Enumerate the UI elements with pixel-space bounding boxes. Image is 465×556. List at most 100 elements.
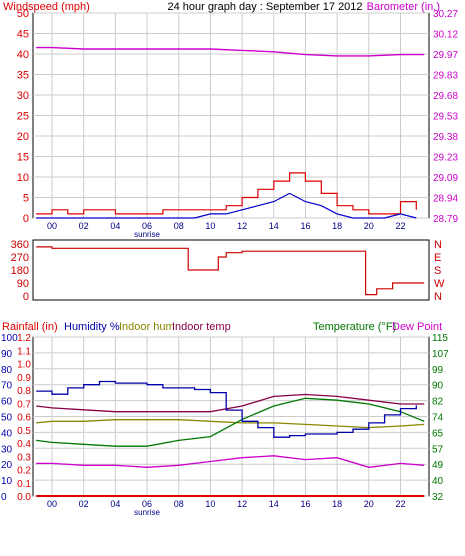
humidity-tick-label: 90 bbox=[1, 349, 13, 360]
hour-tick-label: 02 bbox=[79, 221, 89, 231]
rain-tick-label: 1.0 bbox=[17, 360, 31, 371]
humidity-axis-label: Humidity % bbox=[64, 321, 120, 333]
rain-tick-label: 0.4 bbox=[17, 439, 31, 450]
temp-tick-label: 32 bbox=[432, 492, 444, 503]
rain-tick-label: 0.7 bbox=[17, 399, 31, 410]
indoor-temp-label: Indoor temp bbox=[172, 321, 231, 333]
rain-tick-label: 0.6 bbox=[17, 413, 31, 424]
direction-tick-label: 0 bbox=[23, 291, 29, 303]
humidity-series bbox=[36, 380, 417, 438]
hour-tick-label: 12 bbox=[237, 499, 247, 509]
windspeed-tick-label: 40 bbox=[17, 49, 29, 61]
chart-title: 24 hour graph day : September 17 2012 bbox=[167, 1, 362, 13]
hour-tick-label: 10 bbox=[205, 221, 215, 231]
hour-tick-label: 18 bbox=[332, 221, 342, 231]
hour-tick-label: 22 bbox=[395, 221, 405, 231]
hour-tick-label: 04 bbox=[110, 221, 120, 231]
indoor-hum-series bbox=[36, 419, 425, 429]
compass-tick-label: S bbox=[434, 265, 441, 277]
windspeed-tick-label: 35 bbox=[17, 70, 29, 82]
compass-tick-label: N bbox=[434, 239, 442, 251]
hour-tick-label: 16 bbox=[300, 499, 310, 509]
barometer-tick-label: 29.83 bbox=[433, 71, 458, 82]
temp-tick-label: 40 bbox=[432, 476, 444, 487]
temp-tick-label: 57 bbox=[432, 444, 444, 455]
windspeed-tick-label: 0 bbox=[23, 213, 29, 225]
panel-direction-frame bbox=[32, 239, 430, 301]
temperature-axis-label: Temperature (°F) bbox=[313, 321, 396, 333]
indoor-hum-label: Indoor hum bbox=[119, 321, 175, 333]
humidity-tick-label: 80 bbox=[1, 365, 13, 376]
humidity-tick-label: 70 bbox=[1, 381, 13, 392]
windspeed-axis-label: Windspeed (mph) bbox=[3, 1, 90, 13]
hour-tick-label: 18 bbox=[332, 499, 342, 509]
direction-tick-label: 270 bbox=[11, 252, 29, 264]
temp-tick-label: 115 bbox=[432, 333, 448, 344]
hour-tick-label: 00 bbox=[47, 499, 57, 509]
barometer-tick-label: 30.27 bbox=[433, 9, 458, 20]
hour-tick-label: 08 bbox=[174, 221, 184, 231]
hour-tick-label: 04 bbox=[110, 499, 120, 509]
hour-tick-label: 08 bbox=[174, 499, 184, 509]
direction-tick-label: 360 bbox=[11, 239, 29, 251]
rain-tick-label: 0.9 bbox=[17, 373, 31, 384]
hour-tick-label: 22 bbox=[395, 499, 405, 509]
dew-point-series bbox=[36, 455, 425, 468]
rain-tick-label: 0.3 bbox=[17, 452, 31, 463]
barometer-tick-label: 29.68 bbox=[433, 91, 458, 102]
hour-tick-label: 14 bbox=[269, 221, 279, 231]
windspeed-tick-label: 45 bbox=[17, 29, 29, 41]
barometer-tick-label: 30.12 bbox=[433, 30, 458, 41]
humidity-tick-label: 100 bbox=[1, 333, 18, 344]
compass-tick-label: W bbox=[434, 278, 445, 290]
rain-tick-label: 0.5 bbox=[17, 426, 31, 437]
barometer-tick-label: 28.94 bbox=[433, 194, 458, 205]
windspeed-tick-label: 50 bbox=[17, 8, 29, 20]
windspeed-tick-label: 5 bbox=[23, 193, 29, 205]
wind-gust-series bbox=[36, 172, 417, 215]
hour-tick-label: 14 bbox=[269, 499, 279, 509]
barometer-tick-label: 29.23 bbox=[433, 153, 458, 164]
hour-tick-label: 12 bbox=[237, 221, 247, 231]
rain-tick-label: 0.1 bbox=[17, 479, 31, 490]
windspeed-tick-label: 25 bbox=[17, 111, 29, 123]
direction-tick-label: 180 bbox=[11, 265, 29, 277]
sunrise-label: sunrise bbox=[134, 230, 160, 239]
wind-direction-series bbox=[36, 246, 425, 296]
hour-tick-label: 20 bbox=[364, 499, 374, 509]
humidity-tick-label: 0 bbox=[1, 492, 7, 503]
temperature-series bbox=[36, 397, 425, 447]
sunrise-label: sunrise bbox=[134, 508, 160, 517]
barometer-tick-label: 29.09 bbox=[433, 173, 458, 184]
barometer-series bbox=[36, 46, 425, 57]
temp-tick-label: 74 bbox=[432, 413, 444, 424]
compass-tick-label: N bbox=[434, 291, 442, 303]
barometer-tick-label: 29.97 bbox=[433, 50, 458, 61]
hour-tick-label: 10 bbox=[205, 499, 215, 509]
hour-tick-label: 20 bbox=[364, 221, 374, 231]
hour-tick-label: 02 bbox=[79, 499, 89, 509]
windspeed-tick-label: 30 bbox=[17, 90, 29, 102]
rain-tick-label: 1.2 bbox=[17, 333, 31, 344]
temp-tick-label: 82 bbox=[432, 397, 444, 408]
rain-tick-label: 0.0 bbox=[17, 492, 31, 503]
temp-tick-label: 99 bbox=[432, 365, 444, 376]
direction-tick-label: 90 bbox=[17, 278, 29, 290]
temp-tick-label: 107 bbox=[432, 349, 449, 360]
rain-tick-label: 0.8 bbox=[17, 386, 31, 397]
windspeed-tick-label: 15 bbox=[17, 152, 29, 164]
wind-avg-series bbox=[36, 192, 417, 219]
barometer-tick-label: 29.38 bbox=[433, 132, 458, 143]
hour-tick-label: 16 bbox=[300, 221, 310, 231]
barometer-axis-label: Barometer (in.) bbox=[367, 1, 440, 13]
compass-tick-label: E bbox=[434, 252, 441, 264]
rain-tick-label: 0.2 bbox=[17, 466, 31, 477]
hour-tick-label: 06 bbox=[142, 499, 152, 509]
humidity-tick-label: 10 bbox=[1, 476, 13, 487]
rainfall-axis-label: Rainfall (in) bbox=[2, 321, 58, 333]
windspeed-tick-label: 10 bbox=[17, 172, 29, 184]
humidity-tick-label: 40 bbox=[1, 428, 13, 439]
humidity-tick-label: 60 bbox=[1, 397, 13, 408]
windspeed-tick-label: 20 bbox=[17, 131, 29, 143]
